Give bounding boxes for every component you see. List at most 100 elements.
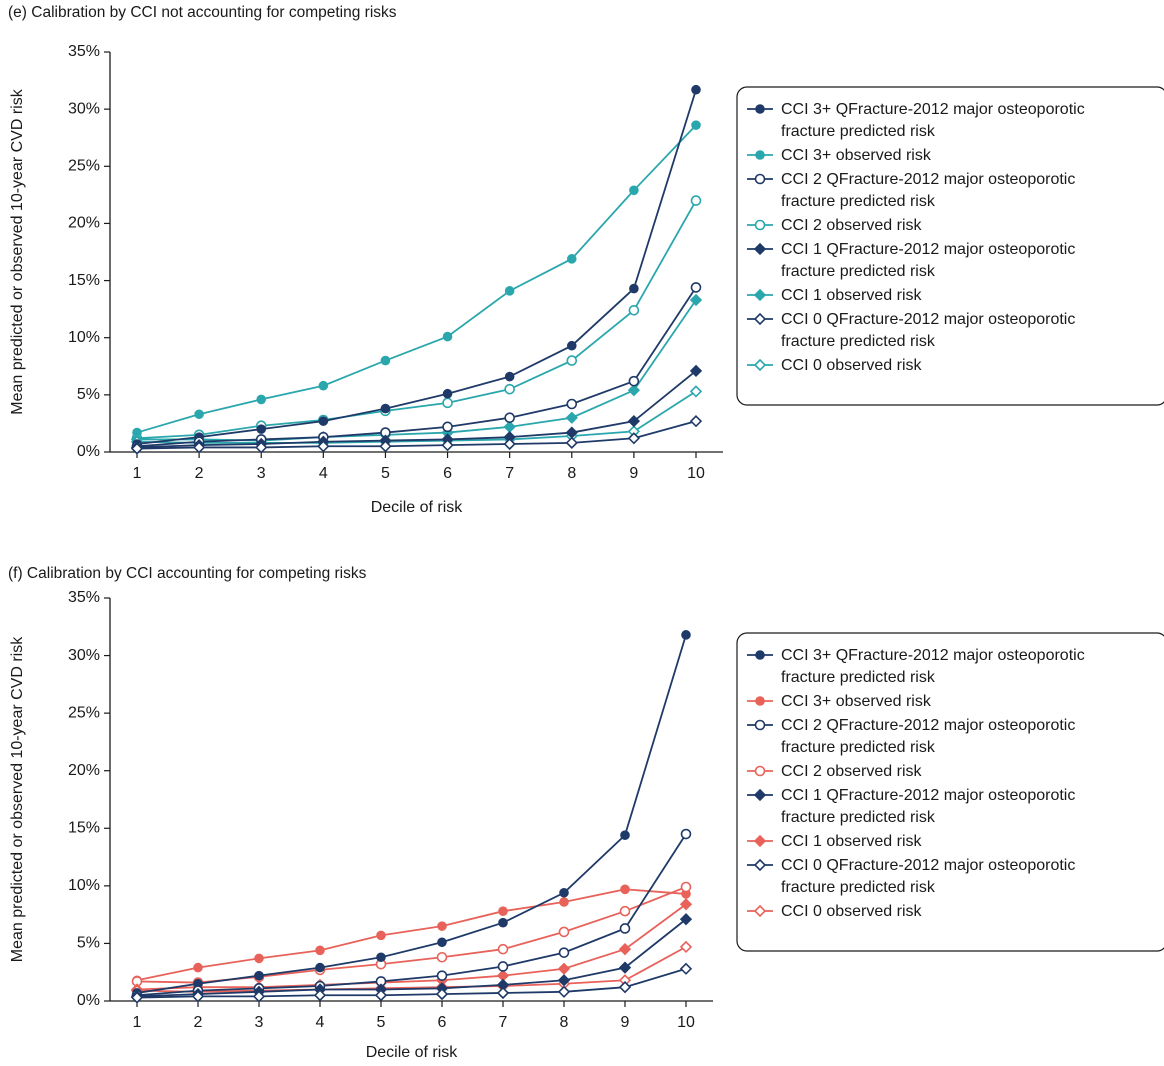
data-point xyxy=(559,897,569,907)
legend-label: CCI 0 QFracture-2012 major osteoporotic xyxy=(781,311,1075,328)
legend-marker xyxy=(754,219,766,231)
legend-item: CCI 2 QFracture-2012 major osteoporotic f… xyxy=(747,171,1075,210)
data-point xyxy=(313,989,327,1002)
data-point xyxy=(679,962,693,975)
data-point xyxy=(627,432,641,445)
legend-item: CCI 0 observed risk xyxy=(747,903,922,920)
legend-marker xyxy=(753,858,767,872)
legend-label-cont: fracture predicted risk xyxy=(781,879,936,896)
data-point xyxy=(442,397,453,409)
data-point xyxy=(380,355,391,366)
y-tick-label: 20% xyxy=(68,215,100,232)
data-point xyxy=(254,970,264,981)
data-point xyxy=(679,940,693,954)
series-line xyxy=(136,946,687,993)
legend: CCI 3+ QFracture-2012 major osteoporotic… xyxy=(736,86,1164,406)
legend: CCI 3+ QFracture-2012 major osteoporotic… xyxy=(736,632,1164,952)
series-7 xyxy=(130,962,693,1004)
legend-marker xyxy=(753,904,767,918)
data-point xyxy=(497,943,509,955)
data-point xyxy=(318,380,329,391)
legend-label: CCI 2 observed risk xyxy=(781,763,922,780)
x-tick-label: 5 xyxy=(377,1014,386,1031)
series-line xyxy=(136,888,687,982)
data-point xyxy=(498,917,508,928)
legend-marker xyxy=(755,650,765,660)
chart-title: (f) Calibration by CCI accounting for co… xyxy=(8,565,367,582)
legend-label: CCI 0 observed risk xyxy=(781,903,922,920)
data-point xyxy=(627,384,641,397)
legend-label-cont: fracture predicted risk xyxy=(781,739,936,756)
data-point xyxy=(503,420,516,433)
y-tick-label: 0% xyxy=(77,443,100,460)
x-tick-label: 8 xyxy=(567,465,576,482)
x-tick-label: 9 xyxy=(621,1014,630,1031)
data-point xyxy=(558,947,570,958)
y-tick-label: 10% xyxy=(68,329,100,346)
legend-item: CCI 2 observed risk xyxy=(747,217,922,234)
series-line xyxy=(136,634,687,994)
y-tick-label: 15% xyxy=(68,272,100,289)
data-point xyxy=(130,442,144,455)
series-2 xyxy=(132,120,701,438)
legend-marker xyxy=(753,312,767,326)
y-tick-label: 10% xyxy=(68,877,100,894)
series-8 xyxy=(130,385,703,449)
series-line xyxy=(136,370,697,449)
series-7 xyxy=(130,415,703,455)
data-point xyxy=(315,945,325,956)
data-point xyxy=(628,304,640,316)
data-point xyxy=(557,985,571,998)
data-point xyxy=(504,371,515,382)
y-tick-label: 30% xyxy=(68,647,100,664)
legend-label: CCI 2 QFracture-2012 major osteoporotic xyxy=(781,171,1075,188)
legend-box xyxy=(736,632,1164,952)
y-tick-label: 30% xyxy=(68,100,100,117)
legend-item: CCI 1 QFracture-2012 major osteoporotic f… xyxy=(747,241,1075,280)
data-point xyxy=(627,415,641,428)
data-point xyxy=(557,974,571,987)
series-line xyxy=(136,833,687,997)
data-point xyxy=(620,830,630,840)
legend-item: CCI 3+ QFracture-2012 major osteoporotic… xyxy=(747,647,1085,686)
legend-item: CCI 0 observed risk xyxy=(747,357,922,374)
legend-item: CCI 3+ observed risk xyxy=(747,147,932,164)
data-point xyxy=(437,921,447,931)
x-tick-label: 10 xyxy=(677,1014,695,1031)
data-point xyxy=(619,905,631,917)
data-point xyxy=(565,411,578,424)
series-3 xyxy=(131,282,702,452)
legend-marker xyxy=(753,288,767,302)
data-point xyxy=(504,412,515,424)
legend-label-cont: fracture predicted risk xyxy=(781,669,936,686)
data-point xyxy=(618,961,632,974)
legend-label: CCI 2 observed risk xyxy=(781,217,922,234)
x-tick-label: 7 xyxy=(499,1014,508,1031)
series-line xyxy=(136,903,687,991)
data-point xyxy=(442,331,453,342)
x-tick-label: 2 xyxy=(195,465,204,482)
series-line xyxy=(136,286,697,448)
legend-label: CCI 0 QFracture-2012 major osteoporotic xyxy=(781,857,1075,874)
data-point xyxy=(566,398,578,410)
data-point xyxy=(193,962,203,973)
data-point xyxy=(497,961,509,972)
data-point xyxy=(436,970,448,981)
legend-box xyxy=(736,86,1164,406)
legend-marker xyxy=(753,242,767,256)
series-1 xyxy=(132,84,701,449)
data-point xyxy=(679,913,693,926)
x-tick-label: 5 xyxy=(381,465,390,482)
data-point xyxy=(130,991,144,1004)
data-point xyxy=(618,981,632,994)
x-tick-label: 2 xyxy=(194,1014,203,1031)
legend-label-cont: fracture predicted risk xyxy=(781,123,936,140)
legend-item: CCI 3+ QFracture-2012 major osteoporotic… xyxy=(747,101,1085,140)
x-tick-label: 6 xyxy=(443,465,452,482)
series-line xyxy=(136,124,697,434)
x-tick-label: 6 xyxy=(438,1014,447,1031)
legend-item: CCI 1 observed risk xyxy=(747,833,922,850)
series-6 xyxy=(130,293,703,447)
data-point xyxy=(192,441,206,454)
data-point xyxy=(679,898,693,911)
